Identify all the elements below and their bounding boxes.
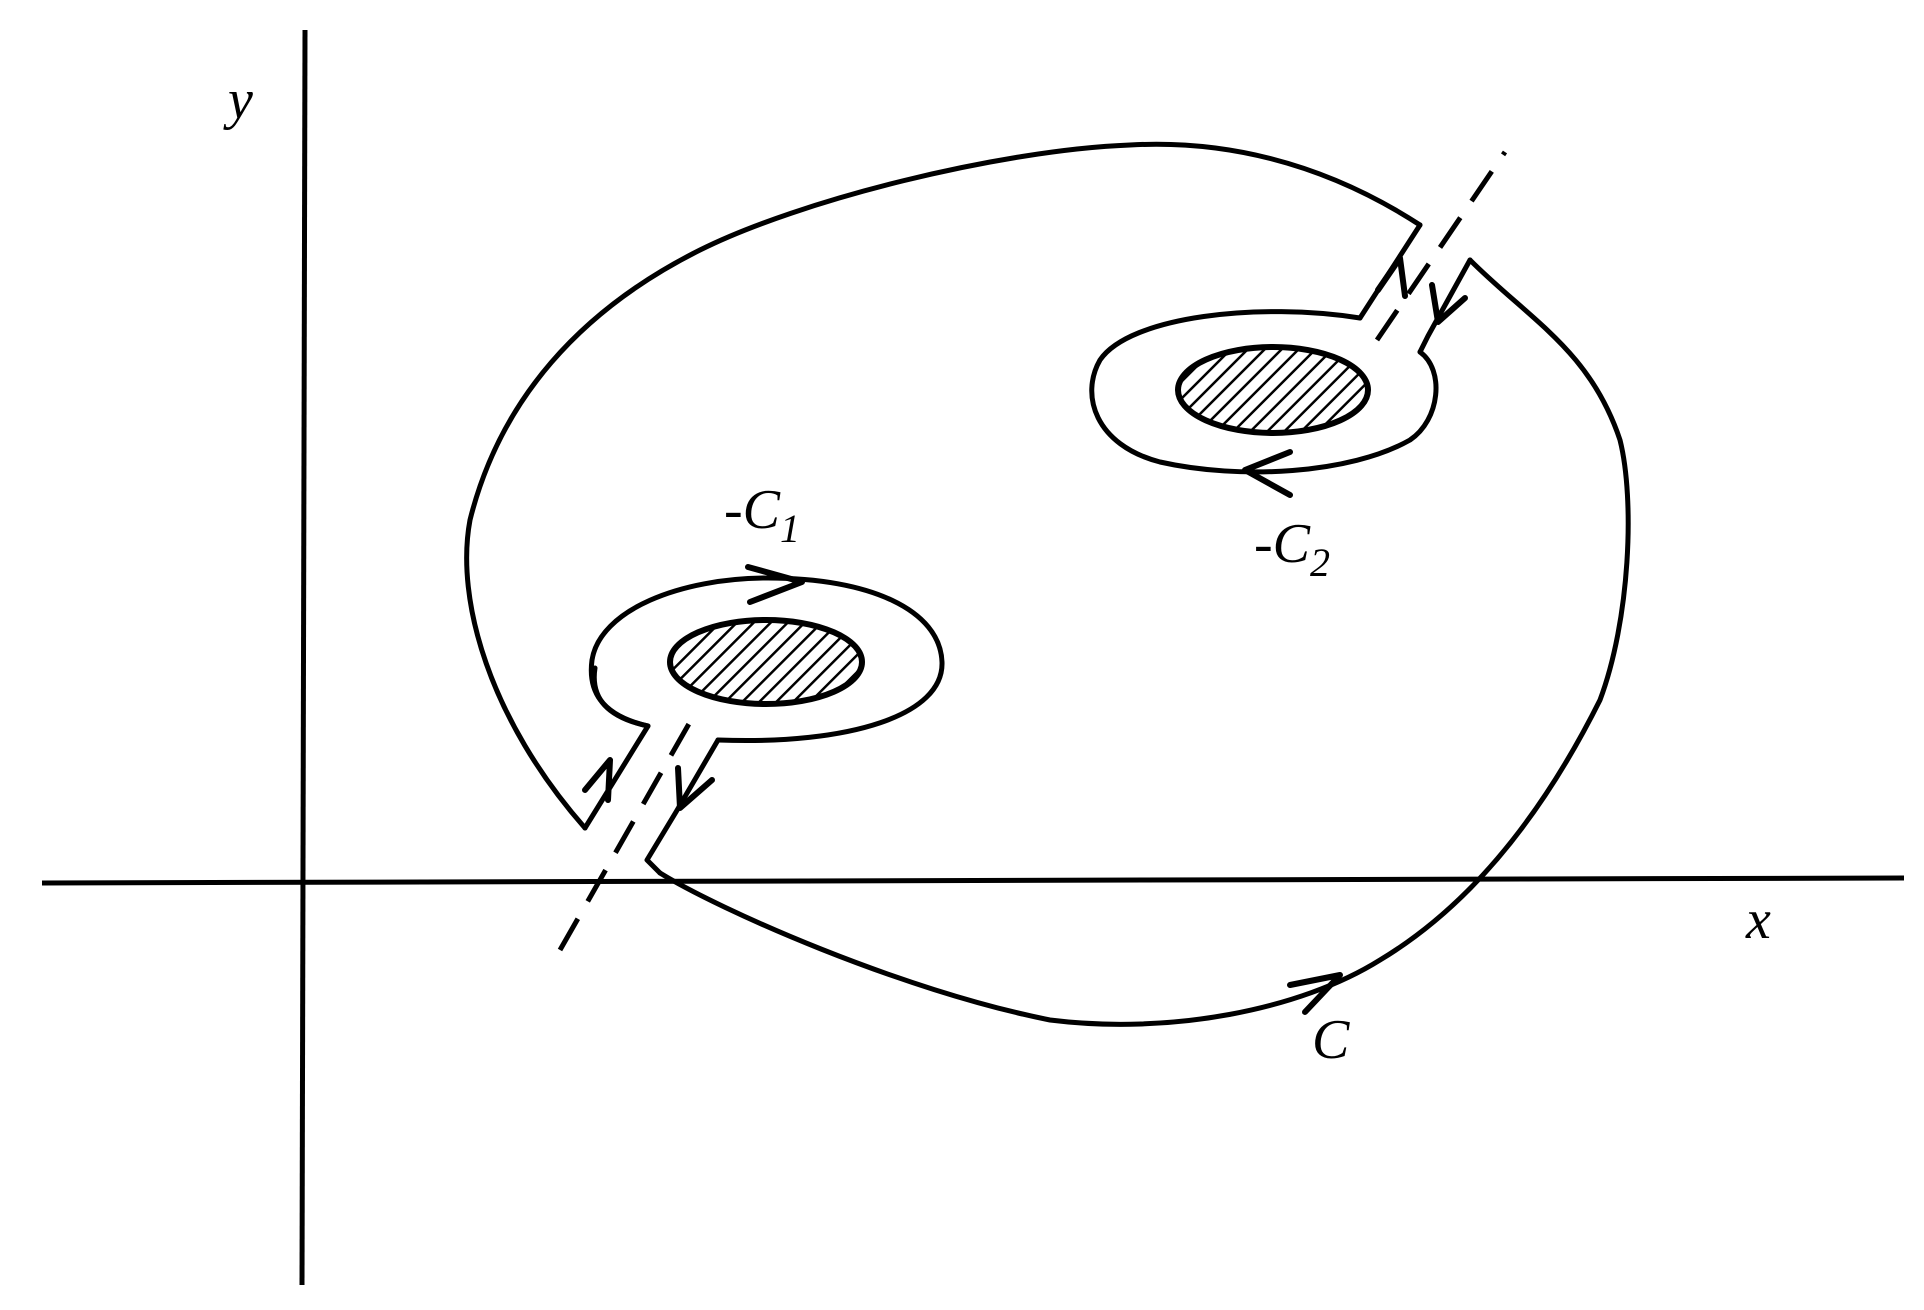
contour-c1-label: -C1: [724, 479, 800, 551]
arrow-c1-top: [745, 564, 805, 605]
arrow-outer-bottom: [1287, 972, 1343, 1015]
inner-contour-c2: [1089, 309, 1439, 475]
contour-c2-label: -C2: [1254, 513, 1330, 585]
x-axis-label: x: [1745, 889, 1771, 951]
inner-contour-c1: [588, 575, 945, 744]
contour-c1-subscript: 1: [780, 506, 800, 551]
y-axis: [299, 29, 308, 1286]
x-axis: [41, 875, 1905, 886]
arrow-c2-bottom: [1242, 449, 1293, 498]
arrow-slit2-up: [1375, 255, 1408, 299]
contour-c2-subscript: 2: [1310, 540, 1330, 585]
contour-c2-prefix: -C: [1254, 513, 1311, 575]
branch-cut-2: [1374, 150, 1508, 342]
arrow-slit1-up: [582, 757, 613, 803]
obstacle-1: [667, 617, 865, 707]
outer-contour-c: [464, 141, 1631, 1027]
y-axis-label: y: [223, 69, 253, 131]
branch-cut-1: [557, 720, 693, 952]
arrow-slit2-down: [1429, 282, 1468, 325]
contour-c-label: C: [1312, 1009, 1350, 1071]
arrow-slit1-down: [675, 765, 715, 811]
contour-c1-prefix: -C: [724, 479, 781, 541]
obstacle-2: [1175, 344, 1371, 436]
